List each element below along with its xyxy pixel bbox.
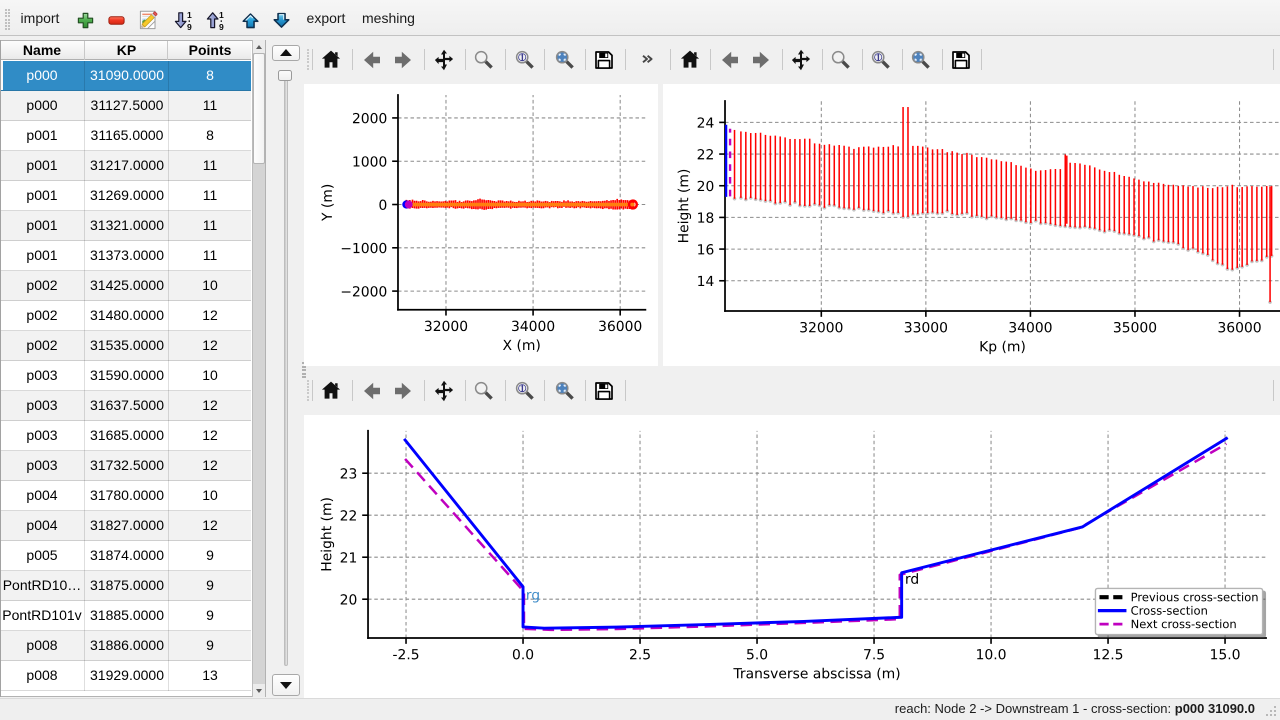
svg-text:9: 9 bbox=[219, 22, 224, 30]
svg-text:1: 1 bbox=[876, 53, 881, 63]
svg-text:1: 1 bbox=[187, 11, 192, 20]
svg-text:9: 9 bbox=[187, 22, 192, 30]
svg-text:1: 1 bbox=[519, 53, 524, 63]
svg-text:1: 1 bbox=[519, 384, 524, 394]
svg-text:1: 1 bbox=[219, 11, 224, 20]
